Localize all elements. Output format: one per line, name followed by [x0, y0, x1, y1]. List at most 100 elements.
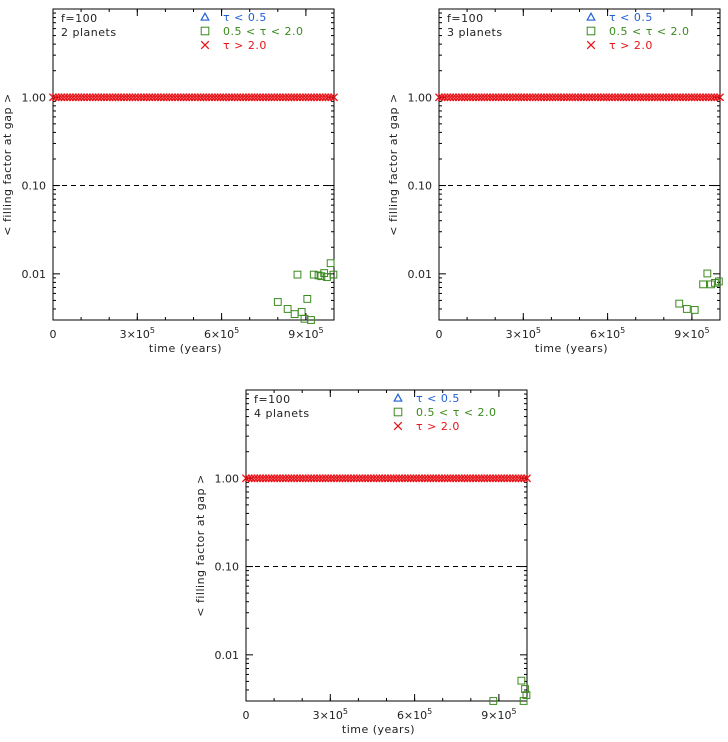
x-axis-title: time (years) — [342, 723, 415, 736]
legend-label: τ > 2.0 — [223, 39, 267, 52]
x-tick-mantissa: 3×10 — [506, 328, 536, 341]
x-tick-exponent: 5 — [511, 707, 516, 716]
data-point-square — [303, 295, 312, 303]
data-point-square — [309, 270, 318, 279]
legend-square-icon — [200, 26, 210, 36]
x-tick-mantissa: 0 — [436, 328, 443, 341]
legend-label: τ > 2.0 — [609, 39, 653, 52]
legend-square-icon — [393, 407, 403, 417]
data-point-x — [715, 93, 725, 102]
data-point-square — [675, 299, 684, 308]
legend-label: 0.5 < τ < 2.0 — [223, 25, 304, 38]
x-tick-exponent: 5 — [620, 326, 625, 335]
x-tick-label: 0 — [243, 709, 250, 722]
x-tick-mantissa: 9×10 — [481, 709, 511, 722]
panel-annotation: f=100 — [254, 393, 291, 406]
legend-marker — [586, 40, 596, 50]
x-tick-exponent: 5 — [536, 326, 541, 335]
x-tick-label: 6×105 — [397, 707, 432, 722]
panel-annotation: 4 planets — [254, 407, 310, 420]
data-point-square — [297, 308, 306, 316]
data-point-square — [283, 305, 292, 313]
legend-label: τ < 0.5 — [416, 392, 460, 405]
data-point-square — [703, 269, 712, 278]
y-tick-label: 0.10 — [215, 561, 240, 574]
x-tick-label: 3×105 — [120, 326, 155, 341]
x-axis-title: time (years) — [149, 342, 222, 355]
legend-marker — [200, 40, 210, 50]
x-tick-mantissa: 3×10 — [120, 328, 150, 341]
legend-marker — [393, 392, 403, 402]
legend-x-icon — [200, 40, 210, 50]
x-axis-title: time (years) — [535, 342, 608, 355]
panel-annotation: f=100 — [447, 12, 484, 25]
data-point-x — [522, 474, 532, 483]
panel-annotation: 2 planets — [61, 26, 117, 39]
legend-marker — [200, 11, 210, 21]
x-tick-mantissa: 0 — [243, 709, 250, 722]
data-point-square — [521, 685, 529, 693]
y-tick-label: 0.10 — [22, 180, 47, 193]
data-point-x — [329, 93, 339, 102]
legend-label: τ < 0.5 — [223, 11, 267, 24]
data-point-square — [489, 697, 498, 705]
legend-triangle-icon — [200, 11, 210, 21]
data-point-square — [699, 280, 708, 289]
legend-x-icon — [586, 40, 596, 50]
data-point-square — [522, 691, 531, 699]
legend-marker — [393, 421, 403, 431]
x-tick-label: 0 — [436, 328, 443, 341]
x-tick-label: 3×105 — [506, 326, 541, 341]
y-tick-label: 0.01 — [22, 268, 47, 281]
y-tick-label: 1.00 — [215, 472, 240, 485]
panel-annotation: 3 planets — [447, 26, 503, 39]
x-tick-exponent: 5 — [427, 707, 432, 716]
y-tick-label: 0.10 — [408, 180, 433, 193]
x-tick-mantissa: 0 — [50, 328, 57, 341]
y-axis-title: < filling factor at gap > — [194, 474, 207, 616]
data-point-square — [290, 310, 299, 318]
legend-marker — [393, 407, 403, 417]
data-point-x — [713, 93, 722, 102]
x-tick-mantissa: 9×10 — [674, 328, 704, 341]
data-point-square — [300, 314, 309, 323]
data-point-square — [707, 280, 715, 289]
x-tick-exponent: 5 — [343, 707, 348, 716]
data-point-square — [711, 278, 719, 287]
legend-marker — [586, 11, 596, 21]
data-point-x — [520, 474, 529, 483]
legend-square-icon — [586, 26, 596, 36]
x-tick-mantissa: 9×10 — [288, 328, 318, 341]
legend-label: 0.5 < τ < 2.0 — [609, 25, 690, 38]
x-tick-mantissa: 6×10 — [397, 709, 427, 722]
legend-label: 0.5 < τ < 2.0 — [416, 406, 497, 419]
x-tick-label: 9×105 — [288, 326, 323, 341]
x-tick-label: 6×105 — [204, 326, 239, 341]
data-point-square — [714, 277, 723, 286]
y-axis-title: < filling factor at gap > — [387, 93, 400, 235]
plot-frame — [245, 389, 528, 702]
data-point-square — [329, 270, 338, 279]
x-tick-exponent: 5 — [704, 326, 709, 335]
plot-frame — [438, 8, 721, 321]
legend-label: τ < 0.5 — [609, 11, 653, 24]
x-tick-mantissa: 6×10 — [204, 328, 234, 341]
data-point-square — [307, 316, 315, 324]
data-point-square — [690, 306, 699, 314]
panel-annotation: f=100 — [61, 12, 98, 25]
x-tick-exponent: 5 — [150, 326, 155, 335]
legend-marker — [200, 26, 210, 36]
data-point-square — [519, 697, 528, 705]
y-tick-label: 1.00 — [408, 91, 433, 104]
x-tick-mantissa: 3×10 — [313, 709, 343, 722]
x-tick-exponent: 5 — [234, 326, 239, 335]
legend-x-icon — [393, 421, 403, 431]
y-tick-label: 0.01 — [408, 268, 433, 281]
data-point-square — [682, 305, 691, 313]
legend-marker — [586, 26, 596, 36]
x-tick-exponent: 5 — [318, 326, 323, 335]
